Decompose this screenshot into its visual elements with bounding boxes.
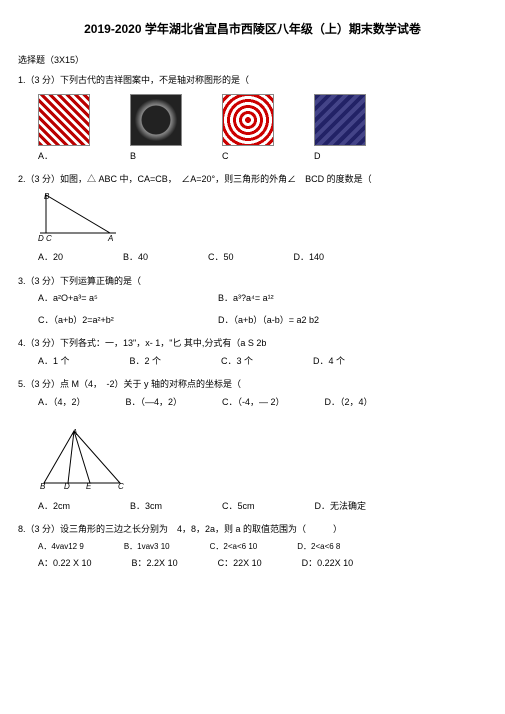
- q1-image-b: [130, 94, 182, 146]
- svg-text:D: D: [38, 234, 44, 243]
- q8-text: 8.（3 分）设三角形的三边之长分别为 4，8，2a，则 a 的取值范围为（ ）: [18, 523, 487, 537]
- q1-opt-a: A．: [38, 150, 90, 164]
- q2-opt-b: B．40: [123, 251, 148, 265]
- q4-opt-b: B．2 个: [130, 355, 162, 369]
- svg-text:A: A: [107, 234, 113, 243]
- q7-opt-d: D．无法确定: [315, 500, 367, 514]
- q4-opt-c: C．3 个: [221, 355, 253, 369]
- q8-sup-c: C．2<a<6 10: [210, 541, 258, 553]
- page-title: 2019-2020 学年湖北省宜昌市西陵区八年级（上）期末数学试卷: [18, 20, 487, 37]
- q4-text: 4.（3 分）下列各式：一，13"，x- 1，"匕 其中,分式有（a S 2b: [18, 337, 487, 351]
- q3-opt-a: A．a²O+a³= a⁵: [38, 292, 158, 306]
- q5-options: A．（4，2） B．（—4，2） C．（-4，— 2） D．（2，4）: [18, 396, 487, 410]
- question-8: 8.（3 分）设三角形的三边之长分别为 4，8，2a，则 a 的取值范围为（ ）…: [18, 523, 487, 570]
- q8-sup-d: D．2<a<6 8: [297, 541, 340, 553]
- q7-opt-c: C．5cm: [222, 500, 255, 514]
- q7-opt-a: A．2cm: [38, 500, 70, 514]
- q8-opt-c: C：22X 10: [218, 557, 262, 571]
- q1-opt-c: C: [222, 150, 274, 164]
- svg-text:E: E: [86, 482, 92, 491]
- q3-options: A．a²O+a³= a⁵ B．a³?a⁴= a¹² C．（a+b）2=a²+b²…: [18, 292, 487, 327]
- q7-figure: A B D E C: [38, 427, 128, 491]
- q8-opt-a: A：0.22 X 10: [38, 557, 92, 571]
- q8-opt-b: B：2.2X 10: [132, 557, 178, 571]
- q2-options: A．20 B．40 C．50 D．140: [18, 251, 487, 265]
- q1-text: 1.（3 分）下列古代的吉祥图案中，不是轴对称图形的是（: [18, 74, 487, 88]
- q1-labels: A． B C D: [18, 150, 487, 164]
- q5-opt-a: A．（4，2）: [38, 396, 86, 410]
- q2-text: 2.（3 分）如图，△ ABC 中，CA=CB， ∠A=20°，则三角形的外角∠…: [18, 173, 487, 187]
- q1-opt-d: D: [314, 150, 366, 164]
- q3-text: 3.（3 分）下列运算正确的是（: [18, 275, 487, 289]
- q5-text: 5.（3 分）点 M（4， -2）关于 y 轴的对称点的坐标是（: [18, 378, 487, 392]
- question-7: A B D E C A．2cm B．3cm C．5cm D．无法确定: [18, 427, 487, 513]
- q5-opt-d: D．（2，4）: [325, 396, 373, 410]
- question-5: 5.（3 分）点 M（4， -2）关于 y 轴的对称点的坐标是（ A．（4，2）…: [18, 378, 487, 409]
- question-2: 2.（3 分）如图，△ ABC 中，CA=CB， ∠A=20°，则三角形的外角∠…: [18, 173, 487, 265]
- q2-opt-d: D．140: [294, 251, 325, 265]
- q3-opt-c: C．（a+b）2=a²+b²: [38, 314, 158, 328]
- svg-text:D: D: [64, 482, 70, 491]
- q1-image-a: [38, 94, 90, 146]
- q1-image-c: [222, 94, 274, 146]
- q4-opt-a: A．1 个: [38, 355, 70, 369]
- q4-options: A．1 个 B．2 个 C．3 个 D．4 个: [18, 355, 487, 369]
- q5-opt-b: B．（—4，2）: [126, 396, 183, 410]
- q4-opt-d: D．4 个: [313, 355, 345, 369]
- q7-opt-b: B．3cm: [130, 500, 162, 514]
- q1-opt-b: B: [130, 150, 182, 164]
- q2-opt-c: C．50: [208, 251, 234, 265]
- q8-opt-d: D：0.22X 10: [302, 557, 354, 571]
- q7-options: A．2cm B．3cm C．5cm D．无法确定: [18, 500, 487, 514]
- question-1: 1.（3 分）下列古代的吉祥图案中，不是轴对称图形的是（ A． B C D: [18, 74, 487, 163]
- q1-image-d: [314, 94, 366, 146]
- q1-images: [18, 94, 487, 146]
- q8-sup-b: B．1vav3 10: [124, 541, 170, 553]
- svg-text:B: B: [44, 192, 50, 201]
- question-4: 4.（3 分）下列各式：一，13"，x- 1，"匕 其中,分式有（a S 2b …: [18, 337, 487, 368]
- svg-text:C: C: [118, 482, 124, 491]
- q5-opt-c: C．（-4，— 2）: [222, 396, 285, 410]
- q2-figure: B D C A: [38, 191, 118, 243]
- section-header: 选择题（3X15）: [18, 53, 487, 66]
- question-3: 3.（3 分）下列运算正确的是（ A．a²O+a³= a⁵ B．a³?a⁴= a…: [18, 275, 487, 328]
- q8-sup: A．4vav12 9 B．1vav3 10 C．2<a<6 10 D．2<a<6…: [18, 541, 487, 553]
- q8-sup-a: A．4vav12 9: [38, 541, 84, 553]
- q3-opt-d: D．（a+b）（a-b）= a2 b2: [218, 314, 338, 328]
- q3-opt-b: B．a³?a⁴= a¹²: [218, 292, 338, 306]
- q2-opt-a: A．20: [38, 251, 63, 265]
- svg-text:B: B: [40, 482, 46, 491]
- svg-text:C: C: [46, 234, 52, 243]
- svg-text:A: A: [71, 428, 77, 437]
- q8-options: A：0.22 X 10 B：2.2X 10 C：22X 10 D：0.22X 1…: [18, 557, 487, 571]
